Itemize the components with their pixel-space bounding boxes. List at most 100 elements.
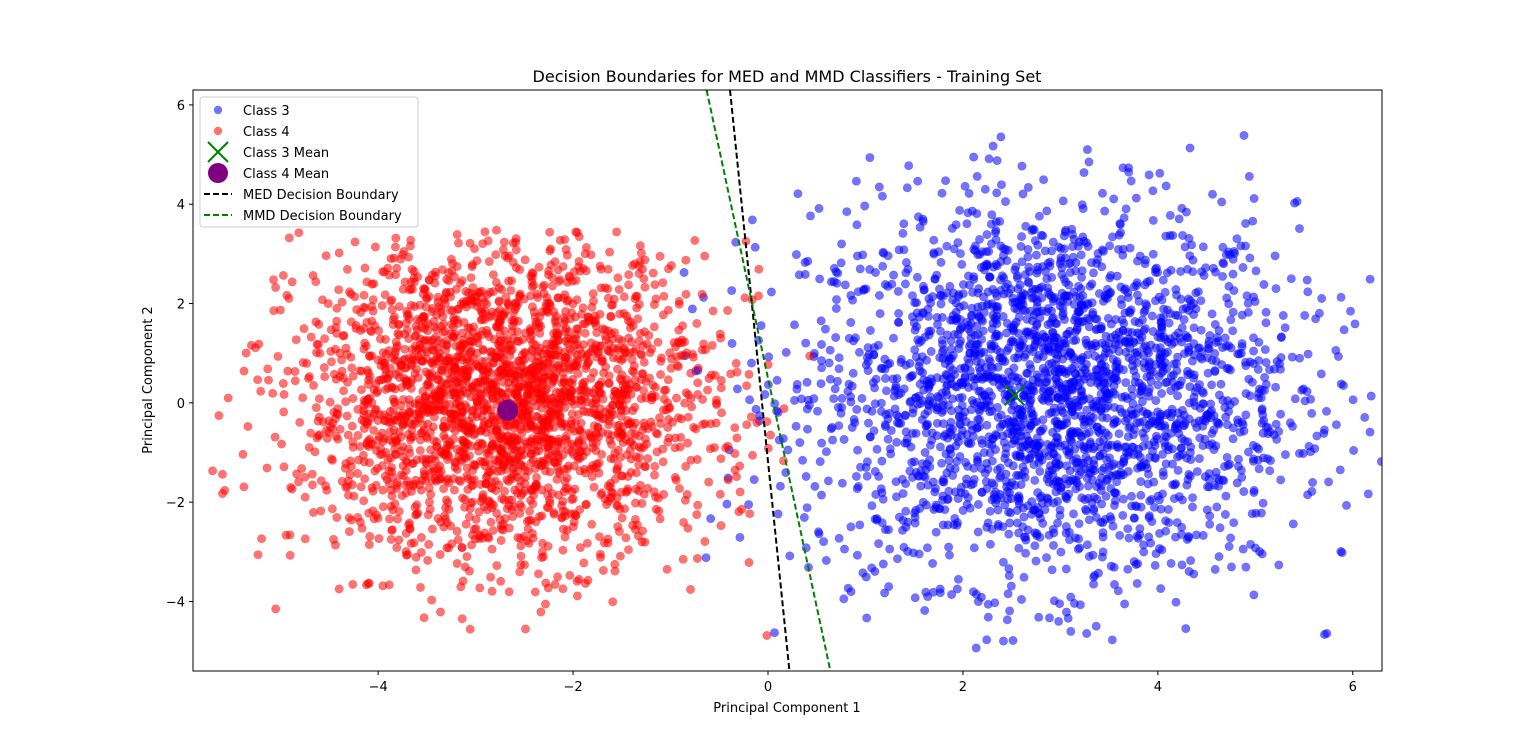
scatter-point xyxy=(1216,379,1226,389)
scatter-point xyxy=(223,393,233,403)
scatter-point xyxy=(1186,556,1196,566)
scatter-point xyxy=(398,471,408,481)
scatter-point xyxy=(497,524,507,534)
scatter-point xyxy=(494,296,504,306)
scatter-point xyxy=(1195,403,1205,413)
scatter-point xyxy=(1219,259,1229,269)
scatter-point xyxy=(1324,477,1334,487)
scatter-point xyxy=(948,295,958,305)
scatter-point xyxy=(938,474,948,484)
scatter-point xyxy=(1077,266,1087,276)
scatter-point xyxy=(1188,502,1198,512)
scatter-point xyxy=(365,351,375,361)
scatter-point xyxy=(1174,214,1184,224)
scatter-point xyxy=(1300,310,1310,320)
scatter-point xyxy=(1260,345,1270,355)
scatter-point xyxy=(744,500,754,510)
scatter-point xyxy=(1288,519,1298,529)
scatter-point xyxy=(596,490,606,500)
scatter-point xyxy=(968,587,978,597)
scatter-point xyxy=(309,380,319,390)
scatter-point xyxy=(342,411,352,421)
scatter-point xyxy=(742,381,752,391)
scatter-point xyxy=(603,293,613,303)
scatter-point xyxy=(606,454,616,464)
scatter-point xyxy=(1180,418,1190,428)
scatter-point xyxy=(394,535,404,545)
scatter-point xyxy=(456,454,466,464)
scatter-point xyxy=(1290,198,1300,208)
scatter-point xyxy=(802,404,812,414)
scatter-point xyxy=(955,249,965,259)
scatter-point xyxy=(1151,396,1161,406)
scatter-point xyxy=(1079,168,1089,178)
scatter-point xyxy=(593,423,603,433)
scatter-point xyxy=(1269,364,1279,374)
scatter-point xyxy=(1248,456,1258,466)
scatter-point xyxy=(653,337,663,347)
scatter-point xyxy=(374,534,384,544)
scatter-point xyxy=(362,420,372,430)
scatter-point xyxy=(1098,435,1108,445)
scatter-point xyxy=(861,360,871,370)
scatter-point xyxy=(1100,348,1110,358)
scatter-point xyxy=(911,393,921,403)
scatter-point xyxy=(647,344,657,354)
scatter-point xyxy=(566,424,576,434)
scatter-point xyxy=(863,418,873,428)
scatter-point xyxy=(688,352,698,362)
scatter-point xyxy=(1068,242,1078,252)
scatter-point xyxy=(273,351,283,361)
scatter-point xyxy=(942,390,952,400)
scatter-point xyxy=(1043,498,1053,508)
scatter-point xyxy=(1006,494,1016,504)
scatter-point xyxy=(821,447,831,457)
scatter-point xyxy=(1068,252,1078,262)
scatter-point xyxy=(1061,492,1071,502)
scatter-point xyxy=(612,227,622,237)
scatter-point xyxy=(700,536,710,546)
scatter-point xyxy=(1164,518,1174,528)
scatter-point xyxy=(1088,343,1098,353)
scatter-point xyxy=(955,451,965,461)
scatter-point xyxy=(621,533,631,543)
scatter-point xyxy=(1182,366,1192,376)
scatter-point xyxy=(1148,215,1158,225)
scatter-point xyxy=(1070,327,1080,337)
scatter-point xyxy=(1098,449,1108,459)
scatter-point xyxy=(1222,293,1232,303)
scatter-point xyxy=(1043,283,1053,293)
scatter-point xyxy=(1056,547,1066,557)
scatter-point xyxy=(596,341,606,351)
scatter-point xyxy=(972,423,982,433)
scatter-point xyxy=(321,251,331,261)
scatter-point xyxy=(1031,556,1041,566)
scatter-point xyxy=(391,233,401,243)
scatter-point xyxy=(1069,336,1079,346)
scatter-point xyxy=(1054,477,1064,487)
scatter-point xyxy=(920,409,930,419)
scatter-point xyxy=(1302,275,1312,285)
scatter-point xyxy=(595,261,605,271)
scatter-point xyxy=(996,180,1006,190)
scatter-point xyxy=(1241,357,1251,367)
scatter-point xyxy=(991,301,1001,311)
scatter-point xyxy=(878,247,888,257)
scatter-point xyxy=(1019,572,1029,582)
scatter-point xyxy=(701,553,711,563)
scatter-point xyxy=(1322,406,1332,416)
scatter-point xyxy=(656,419,666,429)
scatter-point xyxy=(842,207,852,217)
scatter-point xyxy=(520,624,530,634)
scatter-point xyxy=(644,330,654,340)
scatter-point xyxy=(1000,500,1010,510)
scatter-point xyxy=(1214,475,1224,485)
scatter-point xyxy=(1249,346,1259,356)
scatter-point xyxy=(1098,377,1108,387)
scatter-point xyxy=(700,251,710,261)
scatter-point xyxy=(536,460,546,470)
scatter-point xyxy=(1258,498,1268,508)
scatter-point xyxy=(1224,541,1234,551)
scatter-point xyxy=(1068,455,1078,465)
scatter-point xyxy=(1249,590,1259,600)
